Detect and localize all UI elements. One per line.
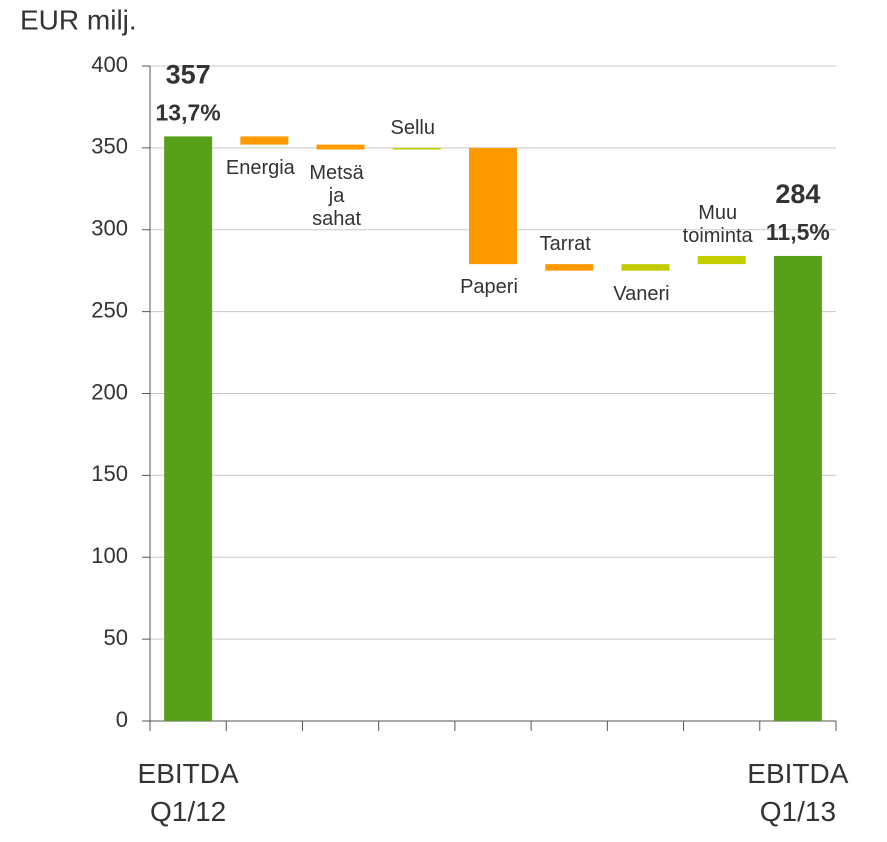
margin-label: 13,7% [156,99,221,125]
y-tick-label: 50 [104,625,128,650]
bar [164,136,213,722]
x-tick-label: EBITDA Q1/12 [137,758,239,827]
category-label: Vaneri [613,282,670,305]
bar [773,255,822,721]
value-label: 284 [775,179,820,209]
y-tick-label: 300 [91,216,128,241]
y-tick-label: 400 [91,52,128,77]
category-label: Energia [225,156,295,179]
bar [697,255,746,265]
value-label: 357 [166,60,211,90]
y-tick-label: 0 [116,707,128,732]
bar [316,144,365,150]
bar [240,136,289,145]
bar [469,147,517,265]
category-label: Sellu [390,116,435,139]
category-label: Muu toiminta [682,201,753,247]
y-tick-label: 150 [91,461,128,486]
category-label: Tarrat [539,233,591,256]
y-tick-label: 200 [91,379,128,404]
unit-label: EUR milj. [20,4,137,35]
category-label: Metsä ja sahat [309,161,364,230]
x-tick-label: EBITDA Q1/13 [747,758,849,827]
y-tick-label: 350 [91,134,128,159]
bar [545,264,594,271]
y-tick-label: 250 [91,297,128,322]
margin-label: 11,5% [766,219,830,245]
bar [392,147,441,150]
y-tick-label: 100 [91,543,128,568]
bar [621,264,670,271]
category-label: Paperi [460,276,518,299]
